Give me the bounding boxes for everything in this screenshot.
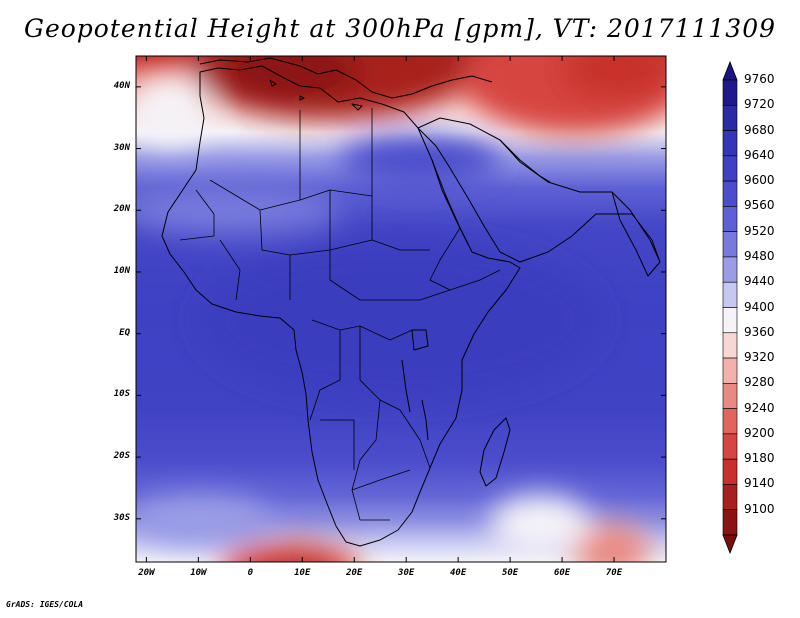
europe-coastline [199,57,493,99]
africa-coastline [161,65,521,547]
colorbar-max-arrow [722,60,738,81]
colorbar-level-label: 9280 [744,375,775,390]
lon-tick-label: 70E [605,568,623,578]
colorbar-level-label: 9360 [744,324,775,339]
colorbar-min-arrow [722,534,738,555]
colorbar-swatch [722,357,738,384]
colorbar-level-label: 9180 [744,451,775,466]
colorbar-swatch [722,79,738,106]
lon-tick-label: 60E [553,568,571,578]
colorbar-level-label: 9560 [744,198,775,213]
colorbar-level-label: 9520 [744,223,775,238]
lon-tick-label: 50E [501,568,519,578]
colorbar-swatch [722,281,738,308]
colorbar [722,60,738,555]
lake-tanganyika [401,359,411,413]
lat-tick-label: 20S [113,451,130,462]
lon-tick-label: 0 [247,568,254,578]
coastlines [161,57,661,547]
lon-tick-label: 20E [346,568,363,578]
lat-tick-label: 30N [113,142,130,153]
colorbar-level-label: 9720 [744,97,775,112]
colorbar-swatch [722,408,738,435]
colorbar-level-label: 9680 [744,122,775,137]
colorbar-swatch [722,383,738,409]
colorbar-level-label: 9440 [744,274,775,289]
plot-frame [135,55,667,563]
lon-tick-label: 20W [138,568,155,578]
colorbar-level-label: 9100 [744,501,775,516]
arabia-coastline [417,117,661,263]
lat-tick-label: 30S [113,512,130,523]
lon-tick-label: 10E [294,568,311,578]
colorbar-swatch [722,256,738,283]
colorbar-level-label: 9640 [744,147,775,162]
colorbar-swatch [722,130,738,157]
lat-tick-label: 40N [113,80,130,91]
lat-tick-label: EQ [119,327,130,338]
lake-victoria [411,329,429,351]
colorbar-level-label: 9600 [744,173,775,188]
colorbar-level-label: 9200 [744,425,775,440]
colorbar-swatch [722,231,738,258]
lat-tick-label: 20N [113,204,130,215]
colorbar-swatch [722,484,738,511]
height-field [136,56,666,562]
axis-ticks [136,56,666,562]
country-borders [179,108,501,521]
mediterranean-islands [269,79,363,111]
colorbar-level-label: 9240 [744,400,775,415]
colorbar-swatch [722,206,738,232]
colorbar-swatch [722,433,738,460]
colorbar-swatch [722,332,738,359]
lon-tick-label: 40E [450,568,467,578]
colorbar-swatch [722,155,738,182]
red-sea [431,159,469,245]
colorbar-swatch [722,509,738,536]
grads-credit: GrADS: IGES/COLA [6,600,84,609]
colorbar-swatch [722,104,738,131]
india-coastline [611,191,661,277]
colorbar-level-label: 9480 [744,248,775,263]
persian-gulf [499,139,551,183]
madagascar-coastline [479,417,511,487]
lat-tick-label: 10S [113,389,130,400]
map-title: Geopotential Height at 300hPa [gpm], VT:… [23,14,777,43]
colorbar-swatch [722,180,738,207]
colorbar-swatch [722,307,738,334]
lat-tick-label: 10N [113,265,130,276]
lon-tick-label: 10W [190,568,207,578]
colorbar-level-label: 9140 [744,476,775,491]
colorbar-level-label: 9760 [744,72,775,86]
colorbar-swatch [722,458,738,485]
colorbar-level-label: 9320 [744,350,775,365]
lake-malawi [421,399,429,441]
lon-tick-label: 30E [398,568,415,578]
colorbar-level-label: 9400 [744,299,775,314]
